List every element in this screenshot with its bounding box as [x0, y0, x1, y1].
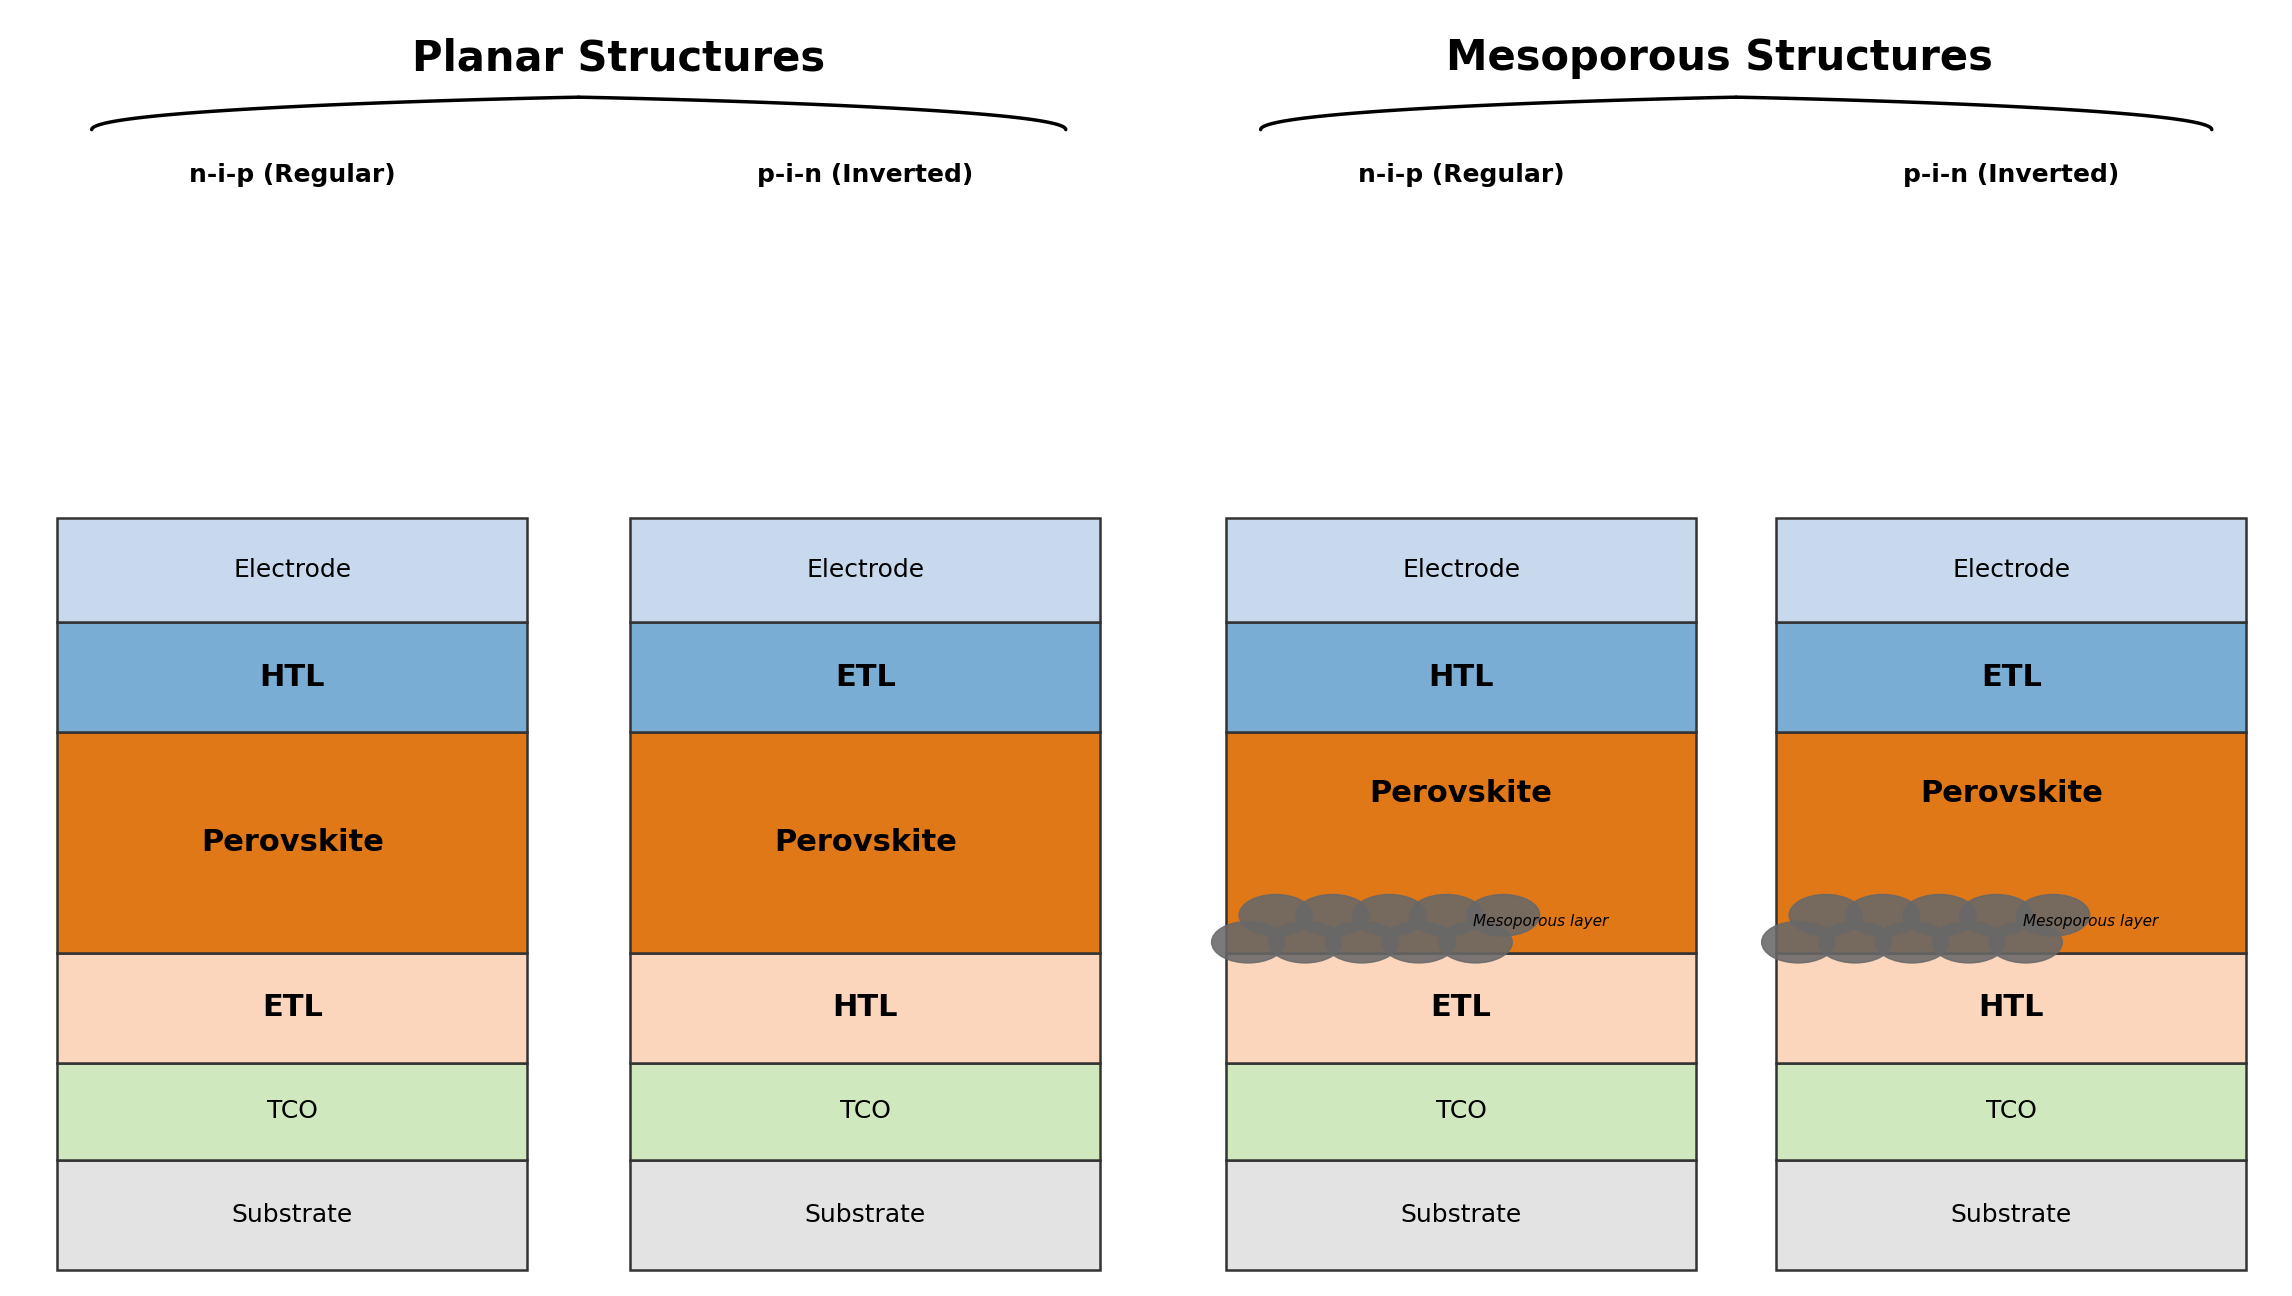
Text: HTL: HTL: [832, 993, 898, 1023]
Text: Substrate: Substrate: [804, 1203, 926, 1227]
Circle shape: [1763, 921, 1836, 963]
Bar: [1226, 518, 1696, 622]
Bar: [57, 1063, 527, 1160]
Text: HTL: HTL: [1428, 662, 1494, 692]
Bar: [630, 732, 1100, 953]
Bar: [57, 518, 527, 622]
Circle shape: [1240, 894, 1313, 936]
Text: p-i-n (Inverted): p-i-n (Inverted): [756, 163, 974, 187]
Circle shape: [1410, 894, 1483, 936]
Bar: [1776, 732, 2246, 953]
Text: Electrode: Electrode: [807, 559, 924, 582]
Bar: [1226, 732, 1696, 953]
Text: n-i-p (Regular): n-i-p (Regular): [1357, 163, 1565, 187]
Bar: [1776, 1063, 2246, 1160]
Circle shape: [1989, 921, 2063, 963]
Bar: [1776, 1160, 2246, 1270]
Circle shape: [1845, 894, 1918, 936]
Circle shape: [1212, 921, 1286, 963]
Bar: [57, 953, 527, 1063]
Text: Mesoporous layer: Mesoporous layer: [2024, 914, 2159, 929]
Bar: [630, 622, 1100, 732]
Bar: [1226, 1160, 1696, 1270]
Text: p-i-n (Inverted): p-i-n (Inverted): [1902, 163, 2120, 187]
Text: TCO: TCO: [839, 1099, 892, 1124]
Circle shape: [1352, 894, 1426, 936]
Text: n-i-p (Regular): n-i-p (Regular): [188, 163, 397, 187]
Circle shape: [1467, 894, 1540, 936]
Text: Planar Structures: Planar Structures: [413, 38, 825, 79]
Circle shape: [1382, 921, 1455, 963]
Circle shape: [1818, 921, 1891, 963]
Bar: [1226, 1063, 1696, 1160]
Bar: [1226, 953, 1696, 1063]
Circle shape: [1790, 894, 1863, 936]
Circle shape: [1960, 894, 2033, 936]
Bar: [1776, 622, 2246, 732]
Text: Mesoporous Structures: Mesoporous Structures: [1446, 38, 1992, 79]
Bar: [630, 1160, 1100, 1270]
Bar: [1226, 622, 1696, 732]
Circle shape: [1295, 894, 1368, 936]
Text: TCO: TCO: [266, 1099, 319, 1124]
Bar: [1776, 518, 2246, 622]
Text: HTL: HTL: [1978, 993, 2044, 1023]
Text: Perovskite: Perovskite: [202, 828, 383, 857]
Circle shape: [1439, 921, 1513, 963]
Text: Electrode: Electrode: [1953, 559, 2070, 582]
Bar: [630, 1063, 1100, 1160]
Text: HTL: HTL: [259, 662, 325, 692]
Text: Electrode: Electrode: [234, 559, 351, 582]
Bar: [1776, 953, 2246, 1063]
Circle shape: [1325, 921, 1398, 963]
Text: ETL: ETL: [834, 662, 896, 692]
Bar: [630, 953, 1100, 1063]
Text: Substrate: Substrate: [231, 1203, 353, 1227]
Circle shape: [1932, 921, 2006, 963]
Text: Substrate: Substrate: [1950, 1203, 2072, 1227]
Text: Perovskite: Perovskite: [1371, 779, 1552, 809]
Circle shape: [1902, 894, 1976, 936]
Bar: [630, 518, 1100, 622]
Circle shape: [2017, 894, 2090, 936]
Text: TCO: TCO: [1435, 1099, 1488, 1124]
Circle shape: [1875, 921, 1948, 963]
Text: TCO: TCO: [1985, 1099, 2038, 1124]
Bar: [57, 732, 527, 953]
Text: Electrode: Electrode: [1403, 559, 1520, 582]
Text: ETL: ETL: [1430, 993, 1492, 1023]
Text: ETL: ETL: [261, 993, 323, 1023]
Bar: [57, 622, 527, 732]
Text: Perovskite: Perovskite: [775, 828, 956, 857]
Text: Substrate: Substrate: [1400, 1203, 1522, 1227]
Text: Mesoporous layer: Mesoporous layer: [1474, 914, 1609, 929]
Text: ETL: ETL: [1980, 662, 2042, 692]
Circle shape: [1267, 921, 1341, 963]
Bar: [57, 1160, 527, 1270]
Text: Perovskite: Perovskite: [1921, 779, 2102, 809]
